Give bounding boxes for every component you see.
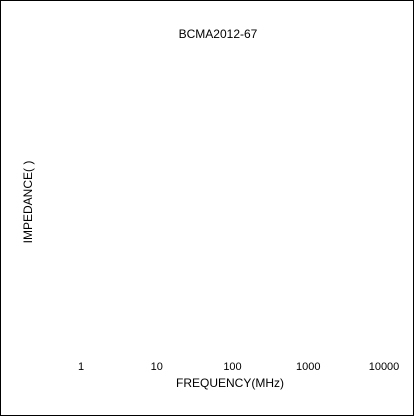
x-tick-label: 1000	[296, 361, 320, 373]
x-axis-label: FREQUENCY(MHz)	[176, 376, 284, 390]
chart-title: BCMA2012-67	[179, 27, 258, 41]
x-tick-label: 1	[78, 361, 84, 373]
x-tick-label: 100	[223, 361, 241, 373]
x-axis-ticks: 1 10 100 1000 10000	[78, 361, 399, 373]
y-axis-label: IMPEDANCE( )	[21, 161, 35, 244]
x-tick-label: 10	[151, 361, 163, 373]
x-tick-label: 10000	[369, 361, 400, 373]
